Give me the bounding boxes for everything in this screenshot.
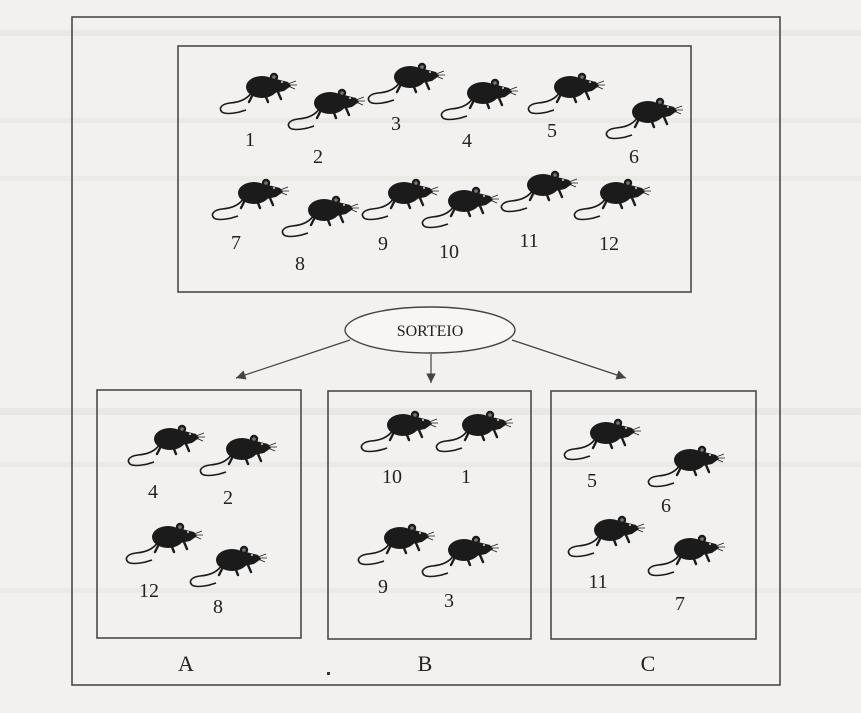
rat-number: 12 [599, 233, 619, 255]
group-b-numbers: 10 1 9 3 [378, 466, 471, 612]
rat-number: 2 [313, 146, 323, 168]
outer-frame [71, 16, 781, 686]
rat-number: 4 [148, 481, 158, 503]
rat-number: 5 [547, 120, 557, 142]
rat-number: 1 [461, 466, 471, 488]
group-c-box [550, 390, 757, 640]
draw-ellipse [344, 306, 516, 354]
arrow-down-icon [235, 339, 351, 380]
group-a-box [96, 389, 302, 639]
rat-number: 1 [245, 129, 255, 151]
group-c-rats [563, 417, 727, 577]
group-b-label: B [418, 651, 433, 676]
draw-label: SORTEIO [397, 323, 464, 340]
group-c-numbers: 5 6 11 7 [587, 470, 685, 615]
group-b-box [327, 390, 532, 640]
rat-number: 8 [295, 253, 305, 275]
group-b-rats [357, 409, 515, 578]
rat-number: 11 [519, 230, 538, 252]
rat-number: 6 [629, 146, 639, 168]
group-a-label: A [178, 651, 194, 676]
rat-number: 6 [661, 495, 671, 517]
rat-number: 9 [378, 576, 388, 598]
population-box [177, 45, 692, 293]
group-a-numbers: 4 2 12 8 [139, 481, 233, 618]
group-a-rats [125, 423, 279, 588]
rat-number: 2 [223, 487, 233, 509]
rat-number: 10 [439, 241, 459, 263]
rat-number: 7 [675, 593, 685, 615]
rat-number: 3 [391, 113, 401, 135]
group-c-label: C [641, 651, 656, 676]
rat-number: 9 [378, 233, 388, 255]
rat-number: 11 [588, 571, 607, 593]
printing-speck [327, 672, 330, 675]
background-show-through [0, 30, 861, 593]
rat-number: 3 [444, 590, 454, 612]
rat-number: 4 [462, 130, 472, 152]
rat-number: 8 [213, 596, 223, 618]
rat-number: 5 [587, 470, 597, 492]
arrow-down-icon [511, 339, 627, 380]
rat-number: 7 [231, 232, 241, 254]
population-rats [211, 61, 685, 238]
rat-number: 12 [139, 580, 159, 602]
rat-number: 10 [382, 466, 402, 488]
population-numbers: 1 2 3 4 5 6 7 8 9 10 11 12 [231, 113, 639, 275]
